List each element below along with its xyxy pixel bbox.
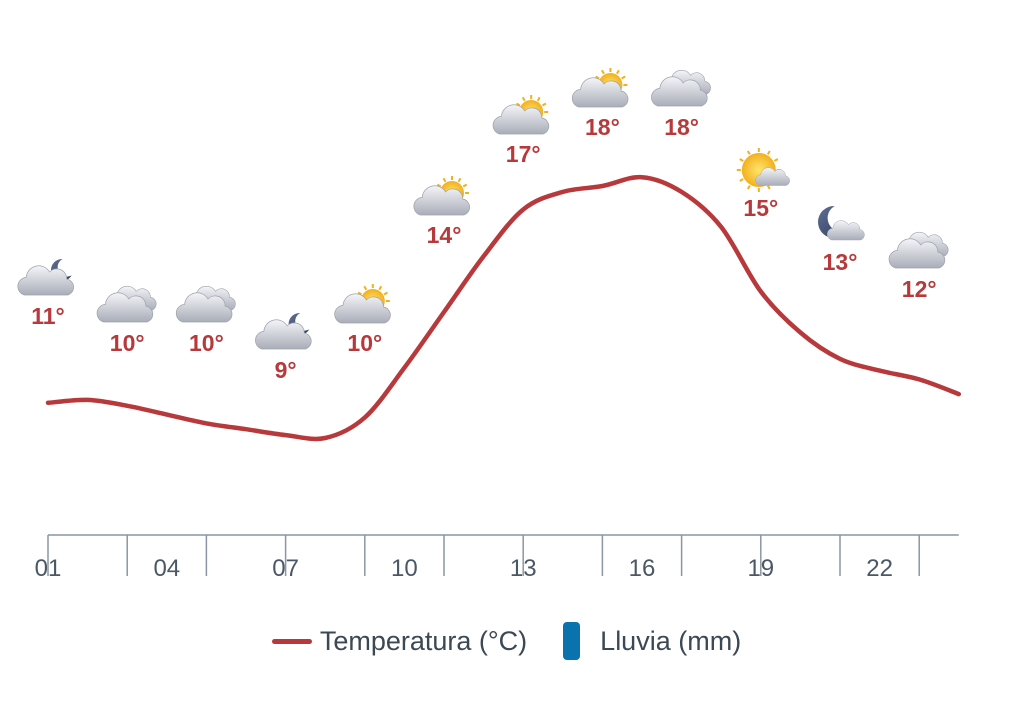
x-tick-label: 13: [510, 555, 537, 582]
temperature-value-label: 9°: [275, 357, 297, 383]
legend-item-temperature: Temperatura (°C): [271, 625, 528, 657]
temperature-value-label: 18°: [585, 114, 620, 140]
cloud-sun-icon: [334, 284, 391, 324]
x-tick-label: 04: [153, 555, 180, 582]
moon-cloud-icon: [818, 206, 865, 241]
temperature-value-label: 10°: [189, 330, 224, 356]
x-axis: 01 04 07 10 13 16 19 22: [35, 534, 959, 582]
temperature-value-label: 10°: [110, 330, 145, 356]
cloud-sun-icon: [413, 176, 470, 216]
temperature-value-label: 14°: [427, 222, 462, 248]
cloud-sun-icon: [571, 68, 629, 108]
clouds-icon: [96, 285, 157, 323]
temperature-value-label: 12°: [902, 276, 937, 302]
legend-item-rain: Lluvia (mm): [563, 622, 741, 660]
temperature-value-label: 10°: [347, 330, 382, 356]
legend-label-rain: Lluvia (mm): [600, 625, 742, 656]
temperature-value-label: 11°: [31, 303, 65, 329]
legend-label-temperature: Temperatura (°C): [319, 625, 528, 656]
clouds-icon: [888, 231, 949, 269]
x-tick-label: 01: [35, 555, 62, 582]
x-tick-label: 19: [747, 555, 774, 582]
legend: Temperatura (°C) Lluvia (mm): [0, 616, 1013, 666]
x-tick-label: 16: [629, 555, 656, 582]
temperature-value-label: 17°: [506, 141, 541, 167]
temperature-value-label: 15°: [743, 195, 778, 221]
temperature-value-label: 18°: [664, 114, 699, 140]
cloud-moon-icon: [17, 259, 74, 296]
temperature-curve-layer: [45, 174, 962, 442]
temperature-labels: 11° 10° 10° 9° 10° 14° 17° 18° 18° 15° 13° 12°: [31, 114, 936, 383]
legend-line-swatch: [271, 638, 312, 644]
temperature-line: [45, 174, 962, 442]
x-tick-label: 22: [866, 555, 893, 582]
legend-bar-swatch: [563, 622, 581, 660]
temperature-value-label: 13°: [823, 249, 858, 275]
cloud-sun-icon: [492, 95, 550, 135]
clouds-icon: [651, 69, 711, 107]
temperature-chart: 01 04 07 10 13 16 19 22 11° 10° 10° 9° 10° 14° 17° 18°…: [17, 68, 962, 582]
sun-cloud-icon: [736, 148, 790, 192]
cloud-moon-icon: [255, 313, 312, 350]
x-tick-label: 07: [272, 555, 299, 582]
clouds-icon: [175, 285, 236, 323]
weather-icons: [17, 68, 949, 350]
x-tick-label: 10: [391, 555, 418, 582]
